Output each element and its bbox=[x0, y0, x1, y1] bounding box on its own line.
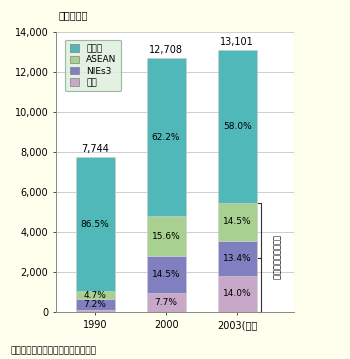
Bar bbox=[147, 256, 186, 293]
Text: 12,708: 12,708 bbox=[149, 45, 183, 55]
Bar bbox=[218, 276, 257, 312]
Bar bbox=[218, 50, 257, 202]
Text: 15.6%: 15.6% bbox=[152, 232, 181, 241]
Bar bbox=[76, 158, 114, 292]
Bar bbox=[218, 241, 257, 276]
Bar bbox=[76, 299, 114, 310]
Text: 4.7%: 4.7% bbox=[84, 290, 106, 299]
Bar bbox=[218, 202, 257, 241]
Bar bbox=[76, 310, 114, 312]
Text: 14.0%: 14.0% bbox=[223, 289, 252, 298]
Text: 資料）財務省「貿易統計」より作成: 資料）財務省「貿易統計」より作成 bbox=[10, 346, 97, 355]
Text: 58.0%: 58.0% bbox=[223, 122, 252, 131]
Bar bbox=[147, 58, 186, 216]
Text: （十億円）: （十億円） bbox=[58, 10, 88, 20]
Text: 62.2%: 62.2% bbox=[152, 133, 180, 142]
Legend: その他, ASEAN, NIEs3, 中国: その他, ASEAN, NIEs3, 中国 bbox=[65, 39, 121, 92]
Text: 7,744: 7,744 bbox=[81, 144, 109, 154]
Text: 13,101: 13,101 bbox=[220, 37, 254, 47]
Text: 14.5%: 14.5% bbox=[152, 270, 181, 279]
Bar bbox=[147, 216, 186, 256]
Text: 13.4%: 13.4% bbox=[223, 253, 252, 262]
Bar bbox=[147, 293, 186, 312]
Text: 14.5%: 14.5% bbox=[223, 217, 252, 226]
Bar bbox=[76, 292, 114, 299]
Text: 東アジア諸国・地域: 東アジア諸国・地域 bbox=[272, 235, 281, 280]
Text: 86.5%: 86.5% bbox=[81, 220, 110, 229]
Text: 7.7%: 7.7% bbox=[155, 298, 177, 307]
Text: 7.2%: 7.2% bbox=[84, 300, 106, 309]
